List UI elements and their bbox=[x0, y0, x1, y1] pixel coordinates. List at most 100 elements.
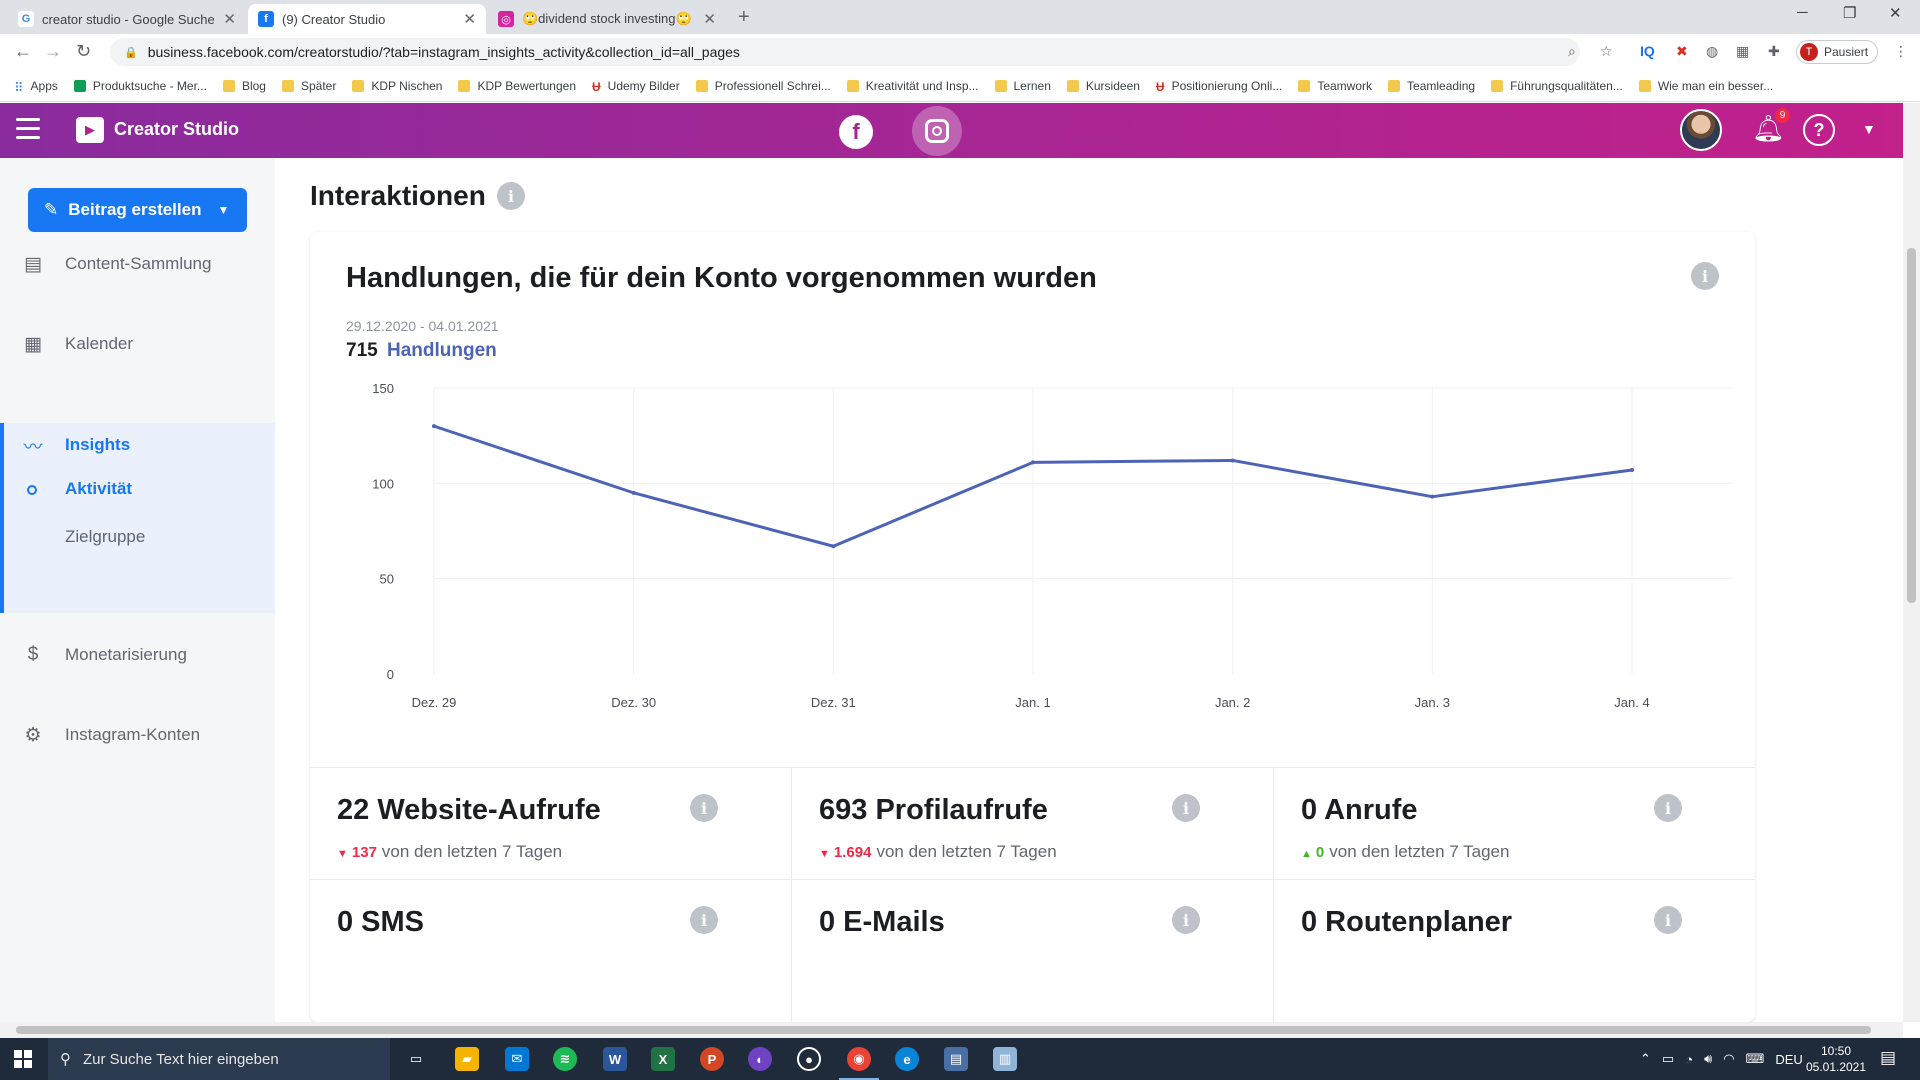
forward-icon[interactable]: → bbox=[44, 41, 62, 61]
sidebar-item-monetization[interactable]: $ Monetarisierung bbox=[0, 633, 275, 677]
wifi-icon[interactable]: ◠ bbox=[1723, 1051, 1735, 1066]
network-icon[interactable]: ◔ bbox=[1685, 1051, 1694, 1067]
instagram-icon: ◎ bbox=[498, 11, 514, 27]
facebook-tab-icon[interactable]: f bbox=[839, 115, 873, 149]
browser-tab[interactable]: ◎ 🙄dividend stock investing🙄 ✕ bbox=[488, 4, 726, 34]
bookmark-item[interactable]: Wie man ein besser... bbox=[1638, 79, 1773, 93]
scrollbar-thumb[interactable] bbox=[16, 1026, 1871, 1034]
sidebar-item-label: Monetarisierung bbox=[65, 645, 187, 664]
reload-icon[interactable]: ↻ bbox=[76, 41, 92, 61]
close-icon[interactable]: ✕ bbox=[463, 11, 476, 28]
back-icon[interactable]: ← bbox=[14, 41, 32, 61]
browser-menu-icon[interactable]: ⋮ bbox=[1894, 43, 1908, 59]
sidebar-subitem-audience[interactable]: Zielgruppe bbox=[65, 527, 146, 546]
bookmark-item[interactable]: KDP Bewertungen bbox=[458, 79, 576, 93]
bookmark-item[interactable]: Professionell Schrei... bbox=[695, 79, 831, 93]
horizontal-scrollbar[interactable] bbox=[0, 1022, 1903, 1038]
info-icon[interactable]: i bbox=[1172, 906, 1200, 934]
bookmark-item[interactable]: Teamwork bbox=[1298, 79, 1372, 93]
taskbar-search-input[interactable]: ⚲ Zur Suche Text hier eingeben bbox=[48, 1038, 390, 1080]
bookmark-item[interactable]: Führungsqualitäten... bbox=[1491, 79, 1623, 93]
extension-iq-icon[interactable]: IQ bbox=[1640, 43, 1655, 59]
bookmark-item[interactable]: Produktsuche - Mer... bbox=[73, 78, 207, 93]
main-content: Interaktionen i Handlungen, die für dein… bbox=[275, 158, 1903, 1022]
task-view-icon[interactable]: ▭ bbox=[409, 1051, 423, 1066]
bookmark-item[interactable]: Teamleading bbox=[1388, 79, 1475, 93]
sidebar-item-instagram-accounts[interactable]: ⚙ Instagram-Konten bbox=[0, 713, 275, 757]
action-center-icon[interactable]: ▤ bbox=[1880, 1048, 1897, 1067]
address-bar: ← → ↻ 🔒 business.facebook.com/creatorstu… bbox=[0, 34, 1920, 70]
info-icon[interactable]: i bbox=[690, 794, 718, 822]
avatar[interactable] bbox=[1680, 109, 1722, 151]
extension-icon[interactable]: ✖ bbox=[1676, 43, 1688, 59]
powerpoint-icon[interactable]: P bbox=[700, 1047, 724, 1071]
windows-start-icon[interactable] bbox=[14, 1050, 32, 1068]
bookmark-item[interactable]: KDP Nischen bbox=[352, 79, 442, 93]
app-icon[interactable]: ◐ bbox=[748, 1047, 772, 1071]
profile-button[interactable]: T Pausiert bbox=[1796, 40, 1878, 64]
language-indicator[interactable]: DEU bbox=[1775, 1051, 1803, 1067]
y-tick-label: 50 bbox=[380, 572, 394, 587]
sidebar-item-calendar[interactable]: ▦ Kalender bbox=[0, 322, 275, 366]
chevron-down-icon[interactable]: ▼ bbox=[1862, 121, 1876, 137]
excel-icon[interactable]: X bbox=[651, 1047, 675, 1071]
bookmark-star-icon[interactable]: ☆ bbox=[1600, 43, 1613, 59]
extension-icon[interactable]: ◍ bbox=[1706, 43, 1719, 59]
keyboard-icon[interactable]: ⌨ bbox=[1745, 1051, 1765, 1066]
info-icon[interactable]: i bbox=[1172, 794, 1200, 822]
info-icon[interactable]: i bbox=[1654, 906, 1682, 934]
chevron-up-icon[interactable]: ⌃ bbox=[1640, 1051, 1651, 1066]
extension-icon[interactable]: ▦ bbox=[1736, 43, 1750, 59]
close-icon[interactable]: ✕ bbox=[703, 11, 716, 28]
sidebar-subitem-activity[interactable]: Aktivität bbox=[65, 479, 133, 498]
bookmark-label: Produktsuche - Mer... bbox=[92, 78, 207, 93]
sidebar: ✎ Beitrag erstellen ▼ ▤ Content-Sammlung… bbox=[0, 158, 275, 1022]
browser-tab[interactable]: G creator studio - Google Suche ✕ bbox=[8, 4, 246, 34]
info-icon[interactable]: i bbox=[1691, 262, 1719, 290]
sidebar-item-content-library[interactable]: ▤ Content-Sammlung bbox=[0, 242, 275, 286]
app-icon[interactable]: ▤ bbox=[944, 1047, 968, 1071]
spotify-icon[interactable]: ≋ bbox=[553, 1047, 577, 1071]
mail-icon[interactable]: ✉ bbox=[505, 1047, 529, 1071]
create-post-label: Beitrag erstellen bbox=[68, 200, 202, 219]
clock[interactable]: 10:50 05.01.2021 bbox=[1804, 1043, 1868, 1075]
bookmark-item[interactable]: Ʉ Positionierung Onli... bbox=[1155, 79, 1282, 94]
edge-icon[interactable]: e bbox=[895, 1047, 919, 1071]
bookmark-item[interactable]: Kursideen bbox=[1066, 79, 1140, 93]
file-explorer-icon[interactable]: ▰ bbox=[455, 1047, 479, 1071]
minimize-icon[interactable]: ─ bbox=[1797, 4, 1808, 21]
info-icon[interactable]: i bbox=[690, 906, 718, 934]
app-icon[interactable]: ▥ bbox=[993, 1047, 1017, 1071]
x-tick-label: Dez. 29 bbox=[412, 695, 457, 710]
battery-icon[interactable]: ▭ bbox=[1661, 1051, 1675, 1066]
bookmark-item[interactable]: Kreativität und Insp... bbox=[846, 79, 979, 93]
create-post-button[interactable]: ✎ Beitrag erstellen ▼ bbox=[28, 188, 247, 232]
help-icon[interactable]: ? bbox=[1803, 114, 1835, 146]
x-tick-label: Jan. 1 bbox=[1015, 695, 1050, 710]
bookmark-item[interactable]: Ʉ Udemy Bilder bbox=[592, 79, 680, 94]
obs-icon[interactable]: ● bbox=[797, 1047, 821, 1071]
volume-icon[interactable]: 🔊︎ bbox=[1704, 1051, 1713, 1066]
word-icon[interactable]: W bbox=[603, 1047, 627, 1071]
bookmark-item[interactable]: Lernen bbox=[994, 79, 1051, 93]
bookmark-item[interactable]: Blog bbox=[222, 79, 266, 93]
bookmark-item[interactable]: ⠿ Apps bbox=[14, 79, 58, 95]
udemy-icon: Ʉ bbox=[1155, 79, 1165, 94]
restore-icon[interactable]: ❐ bbox=[1843, 5, 1857, 22]
url-input[interactable]: 🔒 business.facebook.com/creatorstudio/?t… bbox=[110, 38, 1580, 66]
instagram-tab-icon[interactable] bbox=[912, 106, 962, 156]
info-icon[interactable]: i bbox=[1654, 794, 1682, 822]
scrollbar-thumb[interactable] bbox=[1907, 248, 1916, 603]
sidebar-item-insights[interactable]: 〰 Insights bbox=[0, 423, 275, 467]
hamburger-menu-icon[interactable] bbox=[16, 118, 40, 140]
close-icon[interactable]: ✕ bbox=[223, 11, 236, 28]
vertical-scrollbar[interactable] bbox=[1903, 103, 1920, 1022]
extensions-puzzle-icon[interactable]: ✚ bbox=[1768, 43, 1780, 59]
window-close-icon[interactable]: ✕ bbox=[1889, 5, 1902, 22]
browser-tab-active[interactable]: f (9) Creator Studio ✕ bbox=[248, 4, 486, 34]
zoom-icon[interactable]: ⌕ bbox=[1568, 43, 1576, 59]
info-icon[interactable]: i bbox=[497, 182, 525, 210]
chrome-icon[interactable]: ◉ bbox=[839, 1047, 879, 1080]
bookmark-item[interactable]: Später bbox=[281, 79, 336, 93]
new-tab-icon[interactable]: + bbox=[738, 6, 750, 28]
